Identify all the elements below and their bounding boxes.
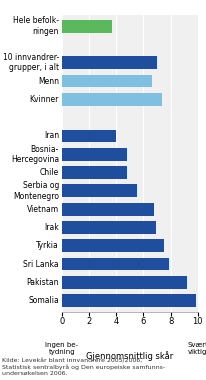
Bar — [62, 203, 154, 215]
Bar — [62, 276, 187, 289]
Bar — [62, 93, 162, 106]
Text: Ingen be-
tydning: Ingen be- tydning — [45, 342, 78, 355]
Text: Kilde: Levekår blant innvandrere 2005/2006,
Statistisk sentralbyrå og Den europe: Kilde: Levekår blant innvandrere 2005/20… — [2, 359, 165, 376]
Bar — [62, 239, 164, 252]
Bar — [62, 130, 116, 142]
Bar — [62, 294, 196, 307]
Bar — [62, 166, 127, 179]
Bar — [62, 74, 152, 87]
X-axis label: Gjennomsnittlig skår: Gjennomsnittlig skår — [86, 351, 173, 361]
Bar — [62, 56, 157, 69]
Bar — [62, 148, 127, 161]
Bar — [62, 184, 137, 197]
Bar — [62, 20, 112, 33]
Bar — [62, 258, 169, 271]
Bar — [62, 221, 156, 234]
Text: Svært
viktig: Svært viktig — [187, 342, 206, 355]
